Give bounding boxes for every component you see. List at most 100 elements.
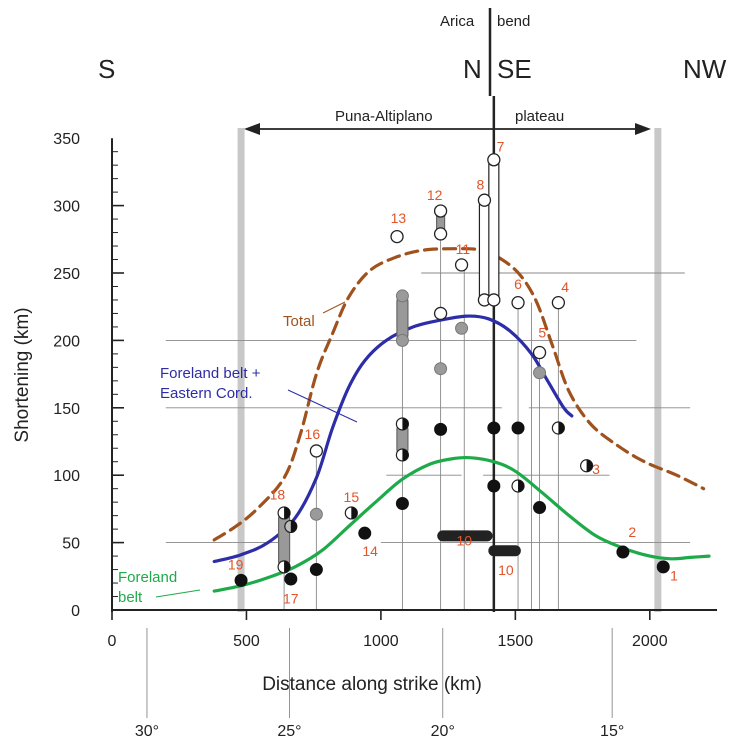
data-point-33	[532, 345, 547, 360]
data-point-7	[309, 507, 323, 521]
site-label: 19	[228, 557, 244, 573]
data-point-27	[487, 293, 501, 307]
data-point-2	[277, 506, 291, 520]
data-point-18	[433, 227, 448, 241]
data-point-34	[533, 366, 547, 380]
x-tick-label: 2000	[632, 633, 668, 650]
site-label: 15	[344, 489, 360, 505]
range-bar-6	[488, 159, 500, 301]
label-bend: bend	[497, 13, 530, 30]
point-half	[586, 459, 593, 472]
point-half	[284, 506, 291, 519]
data-point-36	[551, 296, 566, 310]
y-tick-label: 200	[53, 333, 80, 350]
foreland-curve	[212, 455, 711, 593]
data-point-9	[344, 506, 358, 520]
site-label: 5	[538, 325, 546, 341]
site-label: 2	[628, 524, 636, 540]
label-southeast: SE	[497, 54, 532, 84]
data-point-40	[656, 560, 670, 574]
plateau-arrow-left	[244, 123, 260, 135]
point-half	[518, 479, 525, 492]
site-label: 6	[514, 276, 522, 292]
x-tick-label: 500	[233, 633, 260, 650]
y-tick-label: 100	[53, 468, 80, 485]
data-point-1	[234, 573, 248, 587]
y-tick-label: 350	[53, 131, 80, 148]
site-label: 10	[456, 532, 472, 548]
label-north: N	[463, 54, 482, 84]
data-point-29	[487, 479, 501, 493]
y-axis-title: Shortening (km)	[12, 307, 33, 442]
curve-label-eastern-2: Eastern Cord.	[160, 385, 253, 402]
plateau-label-bg	[330, 106, 575, 128]
y-tick-label: 0	[71, 603, 80, 620]
site-label: 1	[670, 567, 678, 583]
x-tick-label: 0	[108, 633, 117, 650]
y-tick-label: 50	[62, 536, 80, 553]
y-tick-label: 300	[53, 199, 80, 216]
data-point-21	[434, 422, 448, 436]
data-point-20	[434, 362, 448, 376]
foreland-label-leader	[155, 589, 201, 598]
point-half	[351, 506, 358, 519]
site-label: 16	[305, 426, 321, 442]
point-half	[402, 448, 409, 461]
data-point-10	[358, 526, 372, 540]
site-label: 17	[283, 590, 299, 606]
point-half	[558, 422, 565, 435]
data-point-15	[395, 497, 409, 511]
site-label: 4	[561, 279, 569, 295]
data-point-3	[277, 560, 291, 574]
y-tick-label: 250	[53, 266, 80, 283]
data-point-39	[616, 545, 630, 559]
data-point-30	[511, 296, 525, 310]
site-label: 13	[391, 210, 407, 226]
site-label: 11	[456, 241, 471, 257]
plot-area: 0 50 100 150 200 250 300 350 0 500 1000 1500 2000 30°…	[53, 96, 718, 740]
data-point-5	[284, 572, 298, 586]
label-plateau-1: Puna-Altiplano	[335, 108, 433, 125]
x-axis-title: Distance along strike (km)	[262, 674, 482, 695]
site-label: 7	[497, 139, 505, 155]
data-point-14	[395, 448, 410, 462]
data-point-12	[395, 333, 409, 347]
y-tick-label: 150	[53, 401, 80, 418]
data-point-16	[390, 229, 404, 244]
data-point-8	[309, 563, 323, 577]
data-point-23	[455, 321, 469, 335]
label-arica: Arica	[440, 13, 475, 30]
data-point-24	[477, 193, 492, 207]
curve-label-total: Total	[283, 313, 315, 330]
eastern-label-leader	[287, 389, 358, 423]
site-label: 12	[427, 187, 443, 203]
data-point-17	[433, 204, 448, 218]
latitude-tick-label: 15°	[600, 723, 624, 740]
data-point-11	[395, 289, 409, 303]
range-bar-5	[478, 199, 491, 301]
point-half	[290, 520, 297, 533]
plateau-span: Puna-Altiplano plateau	[244, 106, 651, 135]
latitude-tick-label: 20°	[431, 723, 455, 740]
curve-label-foreland-1: Foreland	[118, 569, 177, 586]
data-point-35	[533, 501, 547, 515]
total-curve	[212, 247, 706, 542]
label-northwest: NW	[683, 54, 727, 84]
total-label-leader	[322, 301, 346, 314]
point-half	[402, 417, 409, 430]
data-point-32	[511, 479, 525, 493]
data-point-22	[454, 258, 469, 272]
label-plateau-2: plateau	[515, 108, 564, 125]
data-point-4	[284, 519, 298, 534]
label-south: S	[98, 54, 115, 84]
range-bar-2	[396, 295, 409, 341]
plateau-arrow-right	[635, 123, 651, 135]
x-tick-label: 1500	[498, 633, 534, 650]
data-point-26	[487, 153, 501, 167]
curve-label-foreland-2: belt	[118, 589, 143, 606]
data-point-19	[433, 306, 448, 321]
latitude-tick-label: 25°	[277, 723, 301, 740]
curve-label-eastern-1: Foreland belt +	[160, 365, 261, 382]
data-point-28	[487, 421, 501, 435]
